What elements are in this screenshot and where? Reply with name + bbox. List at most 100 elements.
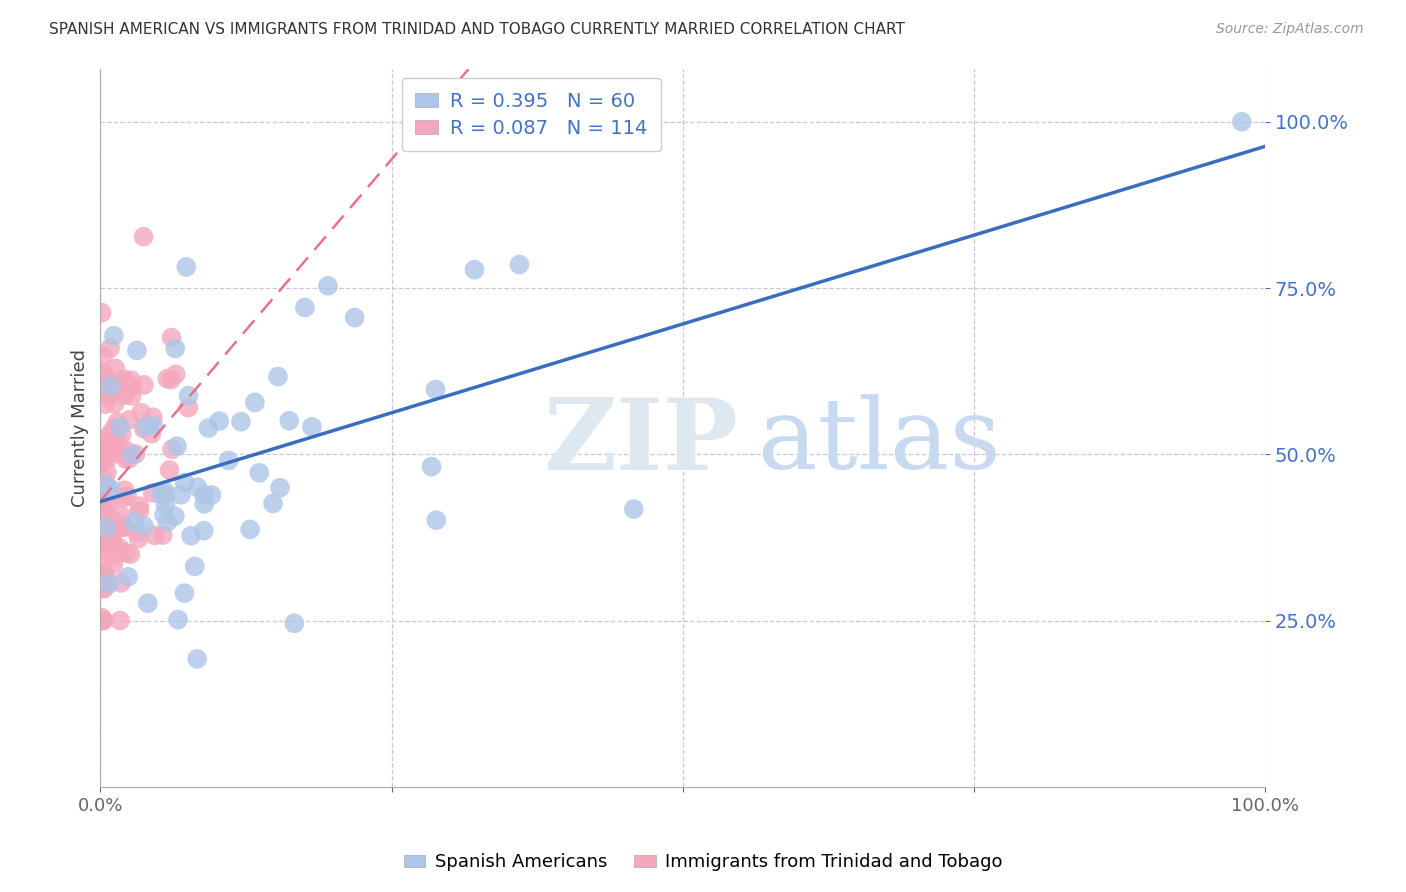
Legend: Spanish Americans, Immigrants from Trinidad and Tobago: Spanish Americans, Immigrants from Trini… xyxy=(396,847,1010,879)
Point xyxy=(94,544,117,558)
Point xyxy=(623,502,645,516)
Point xyxy=(97,388,120,402)
Point xyxy=(153,508,176,522)
Point xyxy=(103,328,125,343)
Point xyxy=(115,443,138,458)
Point xyxy=(101,533,124,548)
Text: ZIP: ZIP xyxy=(543,393,738,491)
Point xyxy=(101,444,124,458)
Point xyxy=(177,389,200,403)
Point xyxy=(98,426,121,441)
Legend: R = 0.395   N = 60, R = 0.087   N = 114: R = 0.395 N = 60, R = 0.087 N = 114 xyxy=(402,78,661,152)
Point xyxy=(155,498,177,512)
Point xyxy=(94,505,117,519)
Y-axis label: Currently Married: Currently Married xyxy=(72,349,89,507)
Point xyxy=(94,576,117,591)
Point xyxy=(105,549,128,563)
Point xyxy=(103,396,125,410)
Point xyxy=(118,413,141,427)
Point xyxy=(128,532,150,546)
Point xyxy=(104,361,127,376)
Point xyxy=(125,525,148,540)
Point xyxy=(183,559,205,574)
Point xyxy=(98,341,121,355)
Point xyxy=(93,582,115,596)
Point xyxy=(132,377,155,392)
Point xyxy=(174,260,197,274)
Point xyxy=(94,504,117,518)
Point xyxy=(301,419,323,434)
Point xyxy=(316,278,339,293)
Point xyxy=(121,448,143,462)
Point xyxy=(96,515,118,529)
Point xyxy=(165,368,187,382)
Point xyxy=(105,381,128,395)
Point xyxy=(96,480,118,494)
Point xyxy=(90,504,112,518)
Point xyxy=(94,440,117,454)
Point xyxy=(91,565,114,579)
Point xyxy=(269,481,291,495)
Point xyxy=(103,421,125,435)
Point xyxy=(112,520,135,534)
Point xyxy=(170,488,193,502)
Point xyxy=(114,451,136,466)
Point xyxy=(96,537,118,551)
Point xyxy=(110,420,132,434)
Point xyxy=(143,528,166,542)
Point xyxy=(90,614,112,628)
Point xyxy=(142,418,165,433)
Point xyxy=(94,489,117,503)
Point xyxy=(93,367,115,381)
Point xyxy=(142,486,165,500)
Point xyxy=(90,572,112,586)
Point xyxy=(100,379,122,393)
Point xyxy=(425,513,447,527)
Point xyxy=(98,512,121,526)
Point xyxy=(91,581,114,595)
Text: Source: ZipAtlas.com: Source: ZipAtlas.com xyxy=(1216,22,1364,37)
Point xyxy=(173,586,195,600)
Point xyxy=(156,372,179,386)
Point xyxy=(111,491,134,505)
Text: SPANISH AMERICAN VS IMMIGRANTS FROM TRINIDAD AND TOBAGO CURRENTLY MARRIED CORREL: SPANISH AMERICAN VS IMMIGRANTS FROM TRIN… xyxy=(49,22,905,37)
Point xyxy=(132,229,155,244)
Point xyxy=(93,514,115,528)
Point xyxy=(98,497,121,511)
Point xyxy=(150,487,173,501)
Point xyxy=(193,524,215,538)
Point xyxy=(193,488,215,502)
Point xyxy=(91,614,114,628)
Point xyxy=(218,453,240,467)
Text: atlas: atlas xyxy=(758,394,1001,490)
Point xyxy=(93,438,115,452)
Point xyxy=(128,504,150,518)
Point xyxy=(91,350,114,364)
Point xyxy=(208,414,231,428)
Point xyxy=(187,480,209,494)
Point xyxy=(186,652,208,666)
Point xyxy=(108,541,131,556)
Point xyxy=(96,466,118,480)
Point xyxy=(94,442,117,457)
Point xyxy=(134,419,156,434)
Point xyxy=(94,374,117,388)
Point xyxy=(114,483,136,498)
Point xyxy=(142,410,165,425)
Point xyxy=(90,495,112,509)
Point xyxy=(136,596,159,610)
Point xyxy=(420,459,443,474)
Point xyxy=(94,566,117,581)
Point xyxy=(97,389,120,403)
Point xyxy=(1230,114,1253,128)
Point xyxy=(114,375,136,389)
Point xyxy=(160,372,183,386)
Point xyxy=(91,508,114,523)
Point xyxy=(93,474,115,488)
Point xyxy=(114,388,136,402)
Point xyxy=(90,306,112,320)
Point xyxy=(93,491,115,505)
Point xyxy=(121,380,143,394)
Point xyxy=(132,519,155,533)
Point xyxy=(112,520,135,534)
